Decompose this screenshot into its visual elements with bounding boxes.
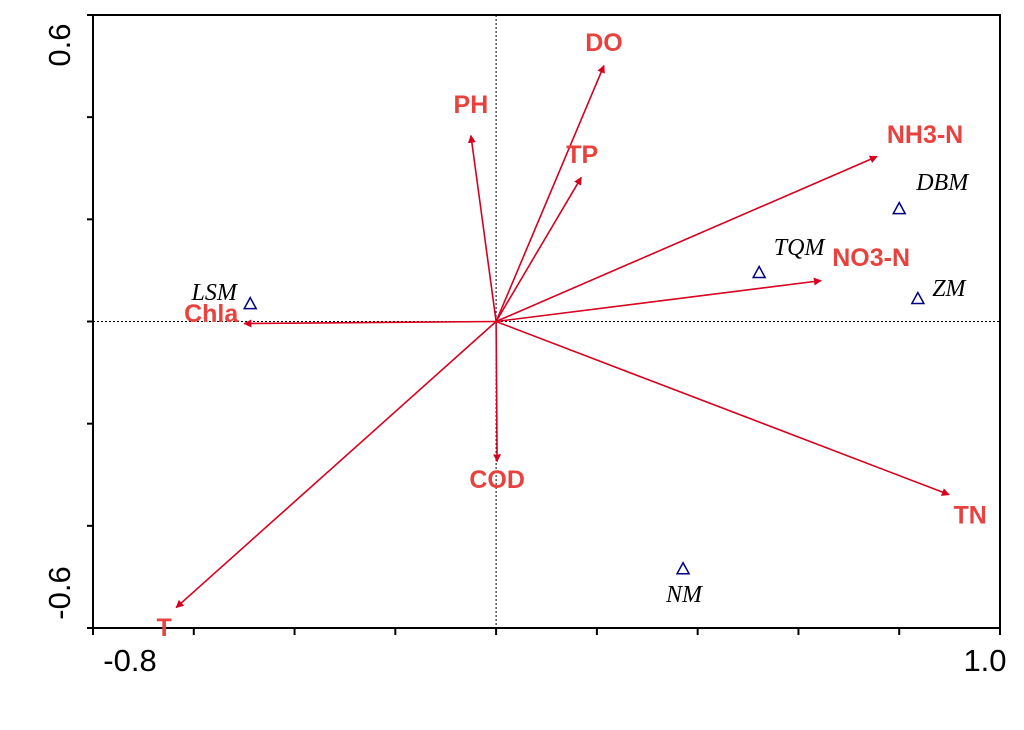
sample-point [675, 561, 691, 575]
arrow [467, 134, 497, 322]
sample-point [242, 296, 258, 310]
x-tick-label: 1.0 [963, 643, 1006, 678]
arrow [496, 277, 822, 323]
point-label: LSM [191, 280, 239, 306]
x-tick-label: -0.8 [103, 643, 156, 678]
arrow-label: COD [469, 466, 525, 494]
arrow-label: TN [953, 501, 986, 529]
y-tick-label: -0.6 [42, 566, 77, 619]
point-label: ZM [932, 276, 967, 302]
arrow-label: T [157, 614, 172, 642]
arrow-label: PH [454, 91, 489, 119]
arrow [495, 176, 582, 322]
sample-point [891, 201, 907, 215]
arrow-label: NO3-N [832, 244, 910, 272]
y-tick-label: 0.6 [42, 23, 77, 66]
arrow [495, 64, 605, 322]
arrow [495, 155, 878, 323]
sample-point [751, 264, 767, 279]
arrow [493, 321, 502, 463]
point-label: DBM [915, 170, 970, 196]
arrow [243, 319, 497, 328]
point-label: NM [665, 582, 704, 608]
arrow [495, 320, 950, 496]
arrow-label: TP [566, 141, 598, 169]
point-label: TQM [774, 235, 827, 261]
arrow-label: DO [585, 29, 623, 57]
arrow-label: NH3-N [887, 121, 963, 149]
arrow-label: Chla [184, 300, 239, 328]
arrow [175, 320, 497, 609]
sample-point [910, 290, 926, 305]
